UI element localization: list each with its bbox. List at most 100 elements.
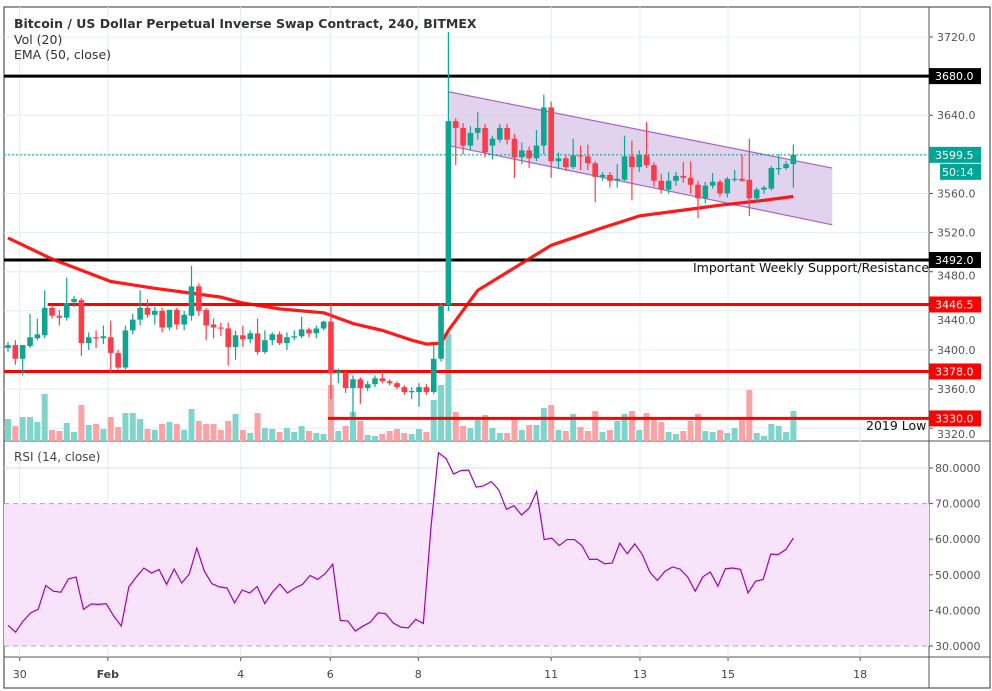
volume-bar — [188, 409, 195, 441]
price-tick-label: 3720.0 — [937, 31, 976, 44]
level-price-label-bg — [929, 251, 981, 268]
volume-bar — [790, 411, 797, 441]
candles — [5, 32, 797, 417]
volume-bar — [460, 426, 467, 441]
volume-bar — [570, 414, 577, 441]
candle-down — [423, 387, 430, 393]
volume-bar — [753, 433, 760, 441]
ema-legend[interactable]: EMA (50, close) — [14, 47, 112, 62]
candle-down — [203, 309, 209, 326]
price-tick-label: 3320.0 — [937, 428, 976, 441]
volume-bar — [489, 428, 496, 441]
time-tick-label: 6 — [327, 668, 334, 681]
candle-down — [717, 181, 723, 194]
candle-up — [188, 286, 195, 316]
candle-up — [430, 358, 437, 393]
ema50-line — [7, 194, 794, 346]
rsi-legend[interactable]: RSI (14, close) — [14, 450, 101, 464]
candle-up — [599, 174, 606, 177]
volume-bar — [12, 426, 19, 441]
axes[interactable]: 3720.0 3640.0 3560.0 3520.0 3480.0 3440.0 3400… — [13, 31, 981, 681]
volume-bar — [298, 426, 305, 441]
volume-bar — [548, 405, 555, 441]
volume-bar — [768, 424, 775, 441]
volume-bar — [232, 414, 239, 441]
rsi-band — [4, 503, 929, 647]
volume-bar — [643, 413, 650, 441]
volume-bar — [56, 431, 63, 441]
volume-bar — [694, 414, 701, 441]
candle-up — [445, 121, 452, 305]
volume-bar — [269, 429, 276, 441]
level-price-label: 3492.0 — [935, 254, 974, 267]
volume-bar — [672, 434, 679, 441]
candle-down — [607, 174, 613, 181]
weekly-sr-annotation[interactable]: Important Weekly Support/Resistance — [693, 260, 930, 275]
candle-up — [137, 307, 143, 320]
volume-bar — [115, 427, 122, 441]
rsi-tick-label: 60.0000 — [935, 533, 981, 546]
volume-bar — [430, 400, 437, 441]
horizontal-levels[interactable] — [4, 74, 929, 420]
level-price-label: 3330.0 — [935, 412, 974, 425]
volume-bar — [724, 433, 731, 441]
candle-down — [629, 156, 635, 168]
candle-down — [460, 127, 466, 146]
volume-bar — [496, 433, 503, 441]
candle-up — [247, 333, 254, 340]
volume-bar — [137, 419, 144, 441]
candle-down — [225, 328, 231, 348]
price-tick-label: 3360.0 — [937, 383, 976, 396]
volume-bar — [592, 411, 599, 441]
candle-up — [731, 178, 738, 181]
volume-bar — [394, 429, 401, 441]
price-tick-label: 3480.0 — [937, 269, 976, 282]
candle-up — [761, 187, 767, 190]
volume-bar — [254, 413, 261, 441]
candle-up — [27, 337, 33, 347]
candle-up — [335, 371, 342, 374]
candle-up — [790, 154, 797, 165]
volume-bar — [445, 333, 452, 441]
volume-bar — [100, 429, 107, 441]
time-tick-label: 11 — [544, 668, 558, 681]
candle-down — [592, 163, 598, 177]
low-2019-annotation[interactable]: 2019 Low — [866, 418, 927, 433]
candle-up — [262, 340, 268, 352]
candle-down — [739, 178, 745, 181]
rsi-tick-label: 80.0000 — [935, 462, 981, 475]
candle-down — [115, 352, 121, 368]
volume-bar — [504, 433, 511, 441]
volume-bar — [335, 431, 342, 441]
candle-down — [196, 286, 202, 311]
time-tick-label: 18 — [853, 668, 867, 681]
candle-down — [328, 321, 334, 374]
volume-bar — [364, 435, 371, 441]
rsi-tick-label: 30.0000 — [935, 640, 981, 653]
level-price-label: 3680.0 — [935, 70, 974, 83]
volume-bar — [225, 421, 232, 441]
candle-up — [284, 337, 290, 344]
volume-bar — [636, 430, 643, 441]
candle-up — [152, 310, 158, 315]
volume-bar — [320, 434, 327, 441]
volume-bar — [658, 422, 665, 441]
volume-bar — [78, 405, 85, 441]
volume-bar — [716, 430, 723, 441]
symbol-title[interactable]: Bitcoin / US Dollar Perpetual Inverse Sw… — [14, 16, 477, 31]
time-tick-label: Feb — [97, 668, 120, 681]
candle-up — [570, 155, 576, 168]
volume-bar — [217, 430, 224, 441]
candle-up — [350, 379, 356, 389]
volume-bar — [599, 432, 606, 441]
candle-up — [129, 319, 136, 331]
channel-lower-line — [448, 144, 833, 226]
volume-legend[interactable]: Vol (20) — [14, 31, 63, 47]
candle-down — [210, 324, 217, 328]
volume-bar — [63, 423, 70, 441]
candle-down — [218, 327, 224, 329]
candle-up — [673, 175, 679, 181]
level-price-label-bg — [929, 296, 981, 313]
volume-bar — [313, 433, 320, 441]
